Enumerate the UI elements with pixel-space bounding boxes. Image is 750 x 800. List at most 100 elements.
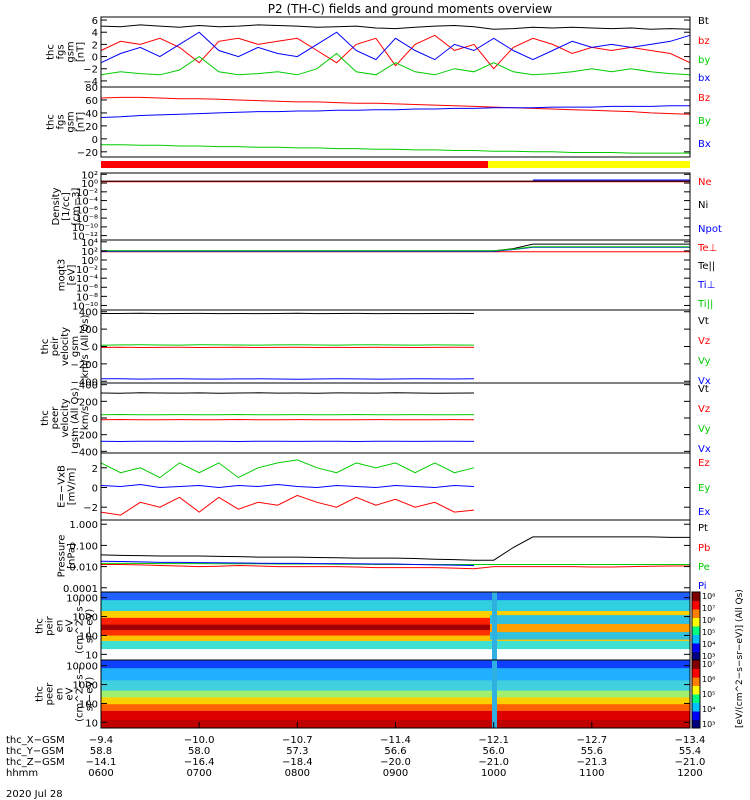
legend-Vz: Vz (698, 336, 710, 347)
y-tick-label: 400 (79, 308, 98, 319)
y-tick-label: 10⁻⁶ (76, 205, 98, 216)
legend-Vy: Vy (698, 356, 711, 367)
x-row-label: thc_X−GSM (6, 735, 65, 746)
panel-efield: Ez Ey Ex −2 0 2 E=−VxB [mV/m] (57, 452, 710, 521)
y-axis-label: en (55, 688, 66, 701)
colorbar-step (692, 694, 700, 703)
y-tick-label: 10⁻¹² (72, 232, 98, 243)
mode-bar-slow (101, 161, 488, 168)
legend-by: by (698, 55, 710, 66)
colorbar-step (692, 660, 700, 669)
legend-Vx: Vx (698, 376, 711, 387)
y-axis-label: [eV] (67, 265, 78, 286)
y-axis-label: thc (40, 410, 51, 426)
x-tick-label: 57.3 (286, 746, 308, 757)
x-tick-label: 0700 (186, 768, 211, 779)
series-line-Pi (100, 560, 475, 566)
legend-Pi: Pi (698, 581, 707, 592)
heatmap-transition (492, 592, 497, 660)
legend-Ez: Ez (698, 458, 710, 469)
y-tick-label: 10 (85, 718, 98, 729)
y-axis-label: thc (40, 339, 51, 355)
y-tick-label: 0.0001 (63, 584, 98, 595)
y-tick-label: 0.100 (69, 541, 98, 552)
heatmap-band (101, 668, 690, 681)
legend-Te||: Te|| (697, 261, 715, 272)
panel-frame (100, 86, 691, 158)
y-tick-label: 0.010 (69, 563, 98, 574)
x-tick-label: 0900 (383, 768, 408, 779)
y-tick-label: 20 (85, 122, 98, 133)
y-axis-label: velocity (60, 398, 71, 437)
x-row-label: thc_Y−GSM (6, 746, 64, 757)
legend-Te⊥: Te⊥ (697, 243, 717, 254)
y-tick-label: 100 (79, 631, 98, 642)
y-axis-label: eV (65, 687, 76, 700)
y-axis-label: gsm (70, 336, 81, 357)
y-tick-label: −20 (77, 148, 98, 159)
legend-By: By (698, 116, 711, 127)
y-axis-label: [mV/m] (67, 468, 78, 506)
heatmap-transition (492, 660, 497, 728)
y-tick-label: 10000 (66, 662, 98, 673)
heatmap-band (101, 635, 690, 642)
y-axis-label: sr−eV) (85, 677, 96, 712)
y-axis-label: thc (46, 114, 57, 130)
y-tick-label: 0 (92, 414, 98, 425)
heatmap-band (101, 680, 690, 692)
series-line-Pt (100, 536, 690, 561)
y-axis-label: fgs (56, 44, 67, 59)
y-axis-label: peir (50, 336, 61, 356)
y-tick-label: 10⁻¹⁰ (72, 223, 98, 234)
x-tick-label: −14.1 (86, 757, 117, 768)
y-axis-label: gsm (66, 111, 77, 132)
x-tick-label: 0600 (88, 768, 113, 779)
panel-peir_velocity: Vt Vz Vy Vx −400 −200 0 200 400 thc peir velocity gs… (40, 308, 711, 389)
y-tick-label: 10⁻² (76, 188, 98, 199)
series-line-Bt (100, 24, 691, 30)
legend-Pb: Pb (698, 543, 710, 554)
y-tick-label: 10⁰ (81, 256, 98, 267)
x-tick-label: 56.0 (483, 746, 505, 757)
y-axis-label: [nPa] (67, 543, 78, 569)
legend-Bx: Bx (698, 139, 711, 150)
y-axis-label: gsm (All Qs) (70, 387, 81, 448)
colorbar-tick-label: 10⁵ (702, 628, 715, 637)
heatmap-band (101, 600, 690, 612)
x-tick-label: −12.7 (577, 735, 608, 746)
colorbar-tick-label: 10⁷ (702, 660, 715, 669)
legend-Bz: Bz (698, 93, 710, 104)
y-tick-label: 10⁻⁴ (76, 274, 98, 285)
x-tick-label: 56.6 (384, 746, 406, 757)
heatmap-band (101, 697, 690, 705)
heatmap-band (101, 624, 690, 631)
x-row-label: thc_Z−GSM (6, 757, 65, 768)
colorbar-tick-label: 10⁵ (702, 690, 715, 699)
x-tick-label: −9.4 (89, 735, 113, 746)
series-line-by (100, 52, 691, 76)
y-axis-label: km/s (80, 406, 91, 430)
heatmap-band (101, 649, 690, 660)
colorbar-step (692, 626, 700, 635)
colorbar-tick-label: 10⁶ (702, 675, 715, 684)
y-tick-label: 1000 (73, 613, 98, 624)
colorbar: 10³ 10⁴ 10⁵ 10⁶ 10⁷ (691, 659, 715, 729)
colorbar-tick-label: 10³ (702, 652, 715, 661)
y-axis-label: fgs (56, 114, 67, 129)
panel-frame (100, 382, 691, 454)
legend-Ex: Ex (698, 507, 710, 518)
panel-fgs_gsm: Bt bz by bx −4−20 246 thc fgs gsm [nT] (46, 16, 711, 88)
y-axis-label: (cm^2−s− (75, 598, 86, 654)
heatmap-band (101, 640, 690, 650)
panel-peer_eflux: 10³ 10⁴ 10⁵ 10⁶ 10⁷ 10 100 1000 10000 thc peer en eV… (35, 659, 715, 729)
mode-bar (101, 161, 690, 168)
panel-temperature: Te⊥Te||Ti⊥Ti||10⁻¹⁰10⁻⁸10⁻⁶10⁻⁴10⁻²10⁰10… (57, 238, 718, 313)
x-tick-label: 1000 (481, 768, 506, 779)
x-axis-labels: thc_X−GSM −9.4 −10.0 −10.7 −11.4 −12.1 −12.7 −1… (6, 722, 705, 779)
colorbar-tick-label: 10⁴ (702, 705, 715, 714)
x-tick-label: −10.0 (184, 735, 215, 746)
x-tick-label: −16.4 (184, 757, 215, 768)
y-tick-label: −400 (71, 377, 98, 388)
